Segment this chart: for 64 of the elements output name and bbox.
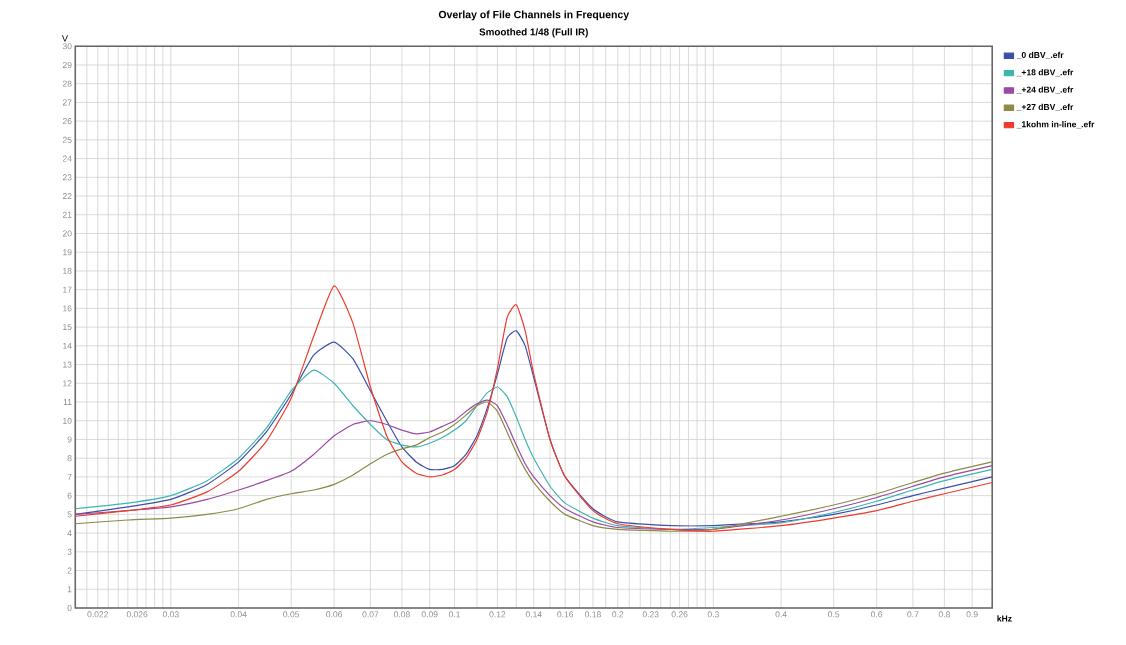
x-tick-label: 0.14 xyxy=(525,611,542,618)
y-tick-label: 18 xyxy=(63,267,72,274)
x-tick-label: 0.16 xyxy=(557,611,574,618)
x-tick-label: 0.26 xyxy=(671,611,688,618)
x-tick-label: 0.4 xyxy=(775,611,787,618)
y-tick-label: 4 xyxy=(67,529,72,536)
y-tick-label: 19 xyxy=(63,249,72,256)
x-tick-label: 0.6 xyxy=(871,611,883,618)
y-tick-label: 14 xyxy=(63,342,72,349)
x-tick-label: 0.06 xyxy=(326,611,343,618)
y-tick-label: 10 xyxy=(63,417,72,424)
y-tick-label: 27 xyxy=(62,99,72,106)
y-tick-label: 30 xyxy=(62,43,72,50)
y-tick-label: 12 xyxy=(63,380,72,387)
x-tick-label: 0.23 xyxy=(642,611,659,618)
y-tick-label: 6 xyxy=(67,492,72,499)
x-tick-label: 0.026 xyxy=(126,611,148,618)
y-tick-label: 29 xyxy=(62,61,72,68)
x-tick-label: 0.09 xyxy=(421,611,438,618)
y-tick-label: 22 xyxy=(62,192,72,199)
legend-label: _+27 dBV_.efr xyxy=(1016,103,1074,111)
x-tick-label: 0.03 xyxy=(162,611,179,618)
y-tick-label: 24 xyxy=(62,155,72,162)
x-tick-label: 0.9 xyxy=(966,611,978,618)
y-tick-label: 0 xyxy=(67,604,72,611)
y-tick-label: 8 xyxy=(67,454,72,462)
y-tick-label: 16 xyxy=(63,305,72,312)
x-tick-label: 0.7 xyxy=(907,611,919,618)
y-tick-label: 5 xyxy=(67,511,72,518)
x-tick-label: 0.1 xyxy=(448,611,460,618)
x-tick-label: 0.07 xyxy=(362,611,379,618)
x-tick-label: 0.8 xyxy=(938,611,950,618)
y-tick-label: 9 xyxy=(67,436,72,443)
x-tick-label: 0.022 xyxy=(87,611,108,618)
y-tick-label: 23 xyxy=(62,174,72,181)
x-tick-label: 0.12 xyxy=(489,611,506,618)
y-tick-label: 21 xyxy=(62,211,72,218)
y-tick-label: 17 xyxy=(63,286,72,293)
y-tick-label: 3 xyxy=(67,548,72,555)
y-tick-label: 13 xyxy=(63,361,72,368)
x-tick-label: 0.5 xyxy=(828,611,840,618)
x-tick-label: 0.18 xyxy=(584,611,601,618)
y-tick-label: 15 xyxy=(63,323,72,330)
x-tick-label: 0.2 xyxy=(612,611,624,618)
y-tick-label: 2 xyxy=(67,567,72,574)
y-tick-label: 7 xyxy=(67,473,72,480)
legend-label: _+24 dBV_.efr xyxy=(1016,86,1074,94)
y-tick-label: 25 xyxy=(62,136,72,143)
y-tick-label: 1 xyxy=(67,586,72,593)
y-tick-label: 20 xyxy=(62,230,72,237)
y-axis-title: V xyxy=(61,35,68,42)
y-tick-label: 11 xyxy=(63,398,72,405)
x-tick-label: 0.08 xyxy=(393,611,410,618)
legend-label: _1kohm in-line_.efr xyxy=(1016,120,1095,129)
x-tick-label: 0.05 xyxy=(283,611,300,618)
chart-title: Overlay of File Channels in Frequency xyxy=(438,10,630,21)
legend-label: _0 dBV_.efr xyxy=(1016,51,1064,59)
chart-subtitle: Smoothed 1/48 (Full IR) xyxy=(479,28,588,38)
y-tick-label: 28 xyxy=(62,80,72,87)
x-tick-label: 0.3 xyxy=(707,611,719,618)
x-axis-title: kHz xyxy=(997,615,1012,622)
legend-label: _+18 dBV_.efr xyxy=(1016,68,1074,77)
y-tick-label: 26 xyxy=(62,117,72,124)
x-tick-label: 0.04 xyxy=(230,611,247,618)
